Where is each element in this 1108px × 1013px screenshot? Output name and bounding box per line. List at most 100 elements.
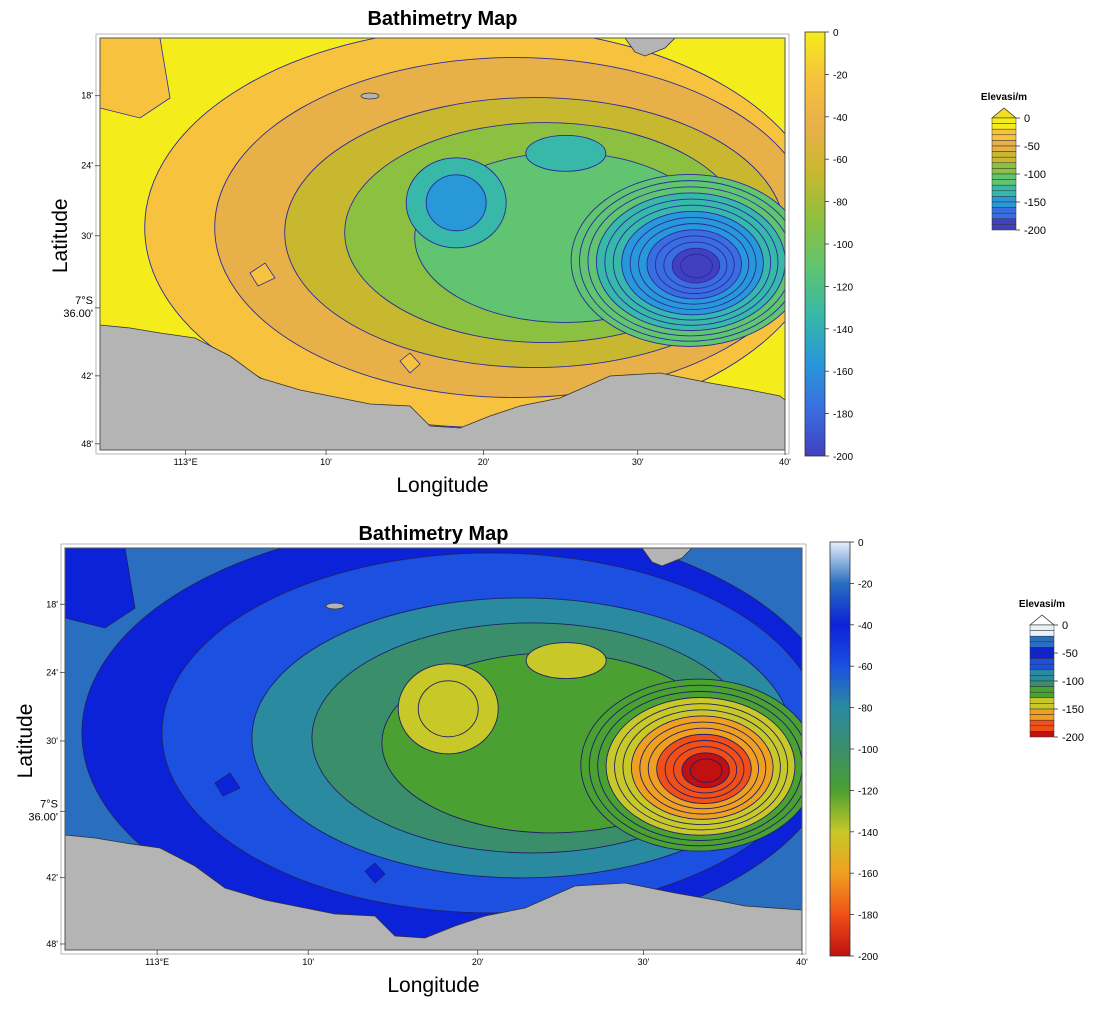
legend-swatch (1029, 641, 1055, 648)
colorbar-tick-label: -140 (858, 828, 878, 839)
legend-swatch (1029, 647, 1055, 654)
legend-swatch (991, 179, 1017, 186)
lon-tick-label: 113°E (145, 957, 169, 967)
legend-swatch (991, 196, 1017, 203)
legend-swatch (1029, 725, 1055, 732)
colorbar-tick-label: 0 (858, 538, 864, 549)
lat-tick-label: 18' (81, 91, 93, 101)
colorbar-tick-label: -60 (858, 662, 873, 673)
legend-swatch (991, 123, 1017, 130)
legend-swatch (1029, 663, 1055, 671)
lat-tick-label: 48' (81, 439, 93, 449)
land-java (65, 834, 802, 950)
legend-swatch (991, 162, 1017, 169)
legend-swatch (1029, 714, 1055, 721)
legend-swatch (1029, 624, 1055, 631)
legend-cap (990, 107, 1018, 119)
legend-swatch (991, 184, 1017, 192)
legend-tick-label: -50 (1062, 648, 1078, 660)
deep-contour-13 (680, 253, 713, 279)
north-lobe (525, 134, 607, 172)
colorbar-tick-label: -180 (858, 911, 878, 922)
legend-swatch (991, 128, 1017, 136)
bathymetry-map-yellow: Bathimetry Map 113°E 10' 20' 30' 40' 18' 24' 30'… (49, 8, 1046, 497)
bathymetry-map-panel-bottom: Bathimetry Map 113°E 10' 20' 30' 40' 18' 24' 30'… (0, 508, 1108, 1008)
colorbar-tick-label: -200 (858, 952, 878, 963)
lon-tick-label: 20' (478, 457, 490, 467)
map-title: Bathimetry Map (367, 8, 517, 30)
map-area (65, 548, 802, 950)
legend-title: Elevasi/m (981, 92, 1027, 103)
northwest-contour (100, 38, 171, 119)
lat-tick-label: 42' (46, 873, 58, 883)
legend-swatch (991, 190, 1017, 197)
lon-tick-label: 113°E (174, 457, 198, 467)
colorbar-tick-label: -100 (858, 745, 878, 756)
lat-tick-label: 24' (46, 668, 58, 678)
legend-tick-label: 0 (1024, 113, 1030, 125)
legend-swatch (991, 156, 1017, 164)
legend-swatch (991, 151, 1017, 158)
lon-tick-label: 10' (302, 957, 314, 967)
legend-swatch (1029, 731, 1055, 738)
colorbar-tick-label: -40 (833, 113, 848, 124)
deep-contour-13 (689, 758, 723, 783)
colorbar-tick-label: -120 (858, 786, 878, 797)
map-frame (64, 547, 803, 951)
lon-tick-label: 40' (779, 457, 791, 467)
x-axis-label: Longitude (396, 474, 488, 497)
lat-tick-label: 24' (81, 161, 93, 171)
legend-swatch (991, 218, 1017, 225)
legend-swatch (1029, 703, 1055, 710)
bathymetry-map-panel-top: Bathimetry Map 113°E 10' 20' 30' 40' 18' 24' 30'… (0, 0, 1108, 500)
legend-swatch (1029, 708, 1055, 715)
colorbar-tick-label: -20 (858, 579, 873, 590)
shoal-patch-2 (364, 862, 386, 884)
colorbar-tick-label: -140 (833, 325, 853, 336)
legend-tick-label: -150 (1024, 197, 1046, 209)
legend-swatch (991, 207, 1017, 214)
map-outer-frame (95, 33, 790, 455)
y-axis-label: Latitude (14, 704, 37, 779)
land-madura (641, 548, 693, 567)
colorbar-tick-label: -40 (858, 621, 873, 632)
shoal-patch (214, 772, 241, 797)
legend-swatch (1029, 669, 1055, 676)
lat-tick-label: 18' (46, 599, 58, 609)
x-axis-label: Longitude (387, 974, 479, 997)
colorbar-tick-label: 0 (833, 28, 839, 39)
legend-swatch (1029, 658, 1055, 665)
legend-swatch (1029, 686, 1055, 693)
west-lobe-inner (417, 680, 479, 738)
colorbar (829, 541, 851, 957)
northwest-contour (65, 548, 136, 629)
colorbar-tick-label: -60 (833, 155, 848, 166)
legend-swatch (991, 168, 1017, 175)
colorbar-tick-label: -180 (833, 410, 853, 421)
colorbar-tick-label: -80 (833, 198, 848, 209)
legend-swatch (991, 212, 1017, 220)
legend-tick-label: -100 (1062, 676, 1084, 688)
bathymetry-map-blue: Bathimetry Map 113°E 10' 20' 30' 40' 18' 24' 30'… (14, 523, 1084, 997)
legend-swatch (1029, 697, 1055, 704)
legend-tick-label: -150 (1062, 704, 1084, 716)
lat-tick-label: 42' (81, 371, 93, 381)
legend-swatch (1029, 719, 1055, 727)
legend-tick-label: -50 (1024, 141, 1040, 153)
small-island (360, 92, 380, 100)
lon-tick-label: 40' (796, 957, 808, 967)
legend-title: Elevasi/m (1019, 599, 1065, 610)
colorbar-tick-label: -20 (833, 70, 848, 81)
legend-tick-label: -200 (1024, 225, 1046, 237)
legend-swatch (1029, 630, 1055, 637)
legend-swatch (991, 201, 1017, 208)
map-title: Bathimetry Map (358, 523, 508, 545)
lon-tick-label: 20' (472, 957, 484, 967)
legend-swatch (991, 134, 1017, 141)
lat-tick-label: 30' (46, 736, 58, 746)
colorbar-tick-label: -160 (833, 367, 853, 378)
map-area (100, 38, 785, 450)
lat-tick-label: 48' (46, 939, 58, 949)
legend-tick-label: -100 (1024, 169, 1046, 181)
lat-tick-label: 30' (81, 231, 93, 241)
